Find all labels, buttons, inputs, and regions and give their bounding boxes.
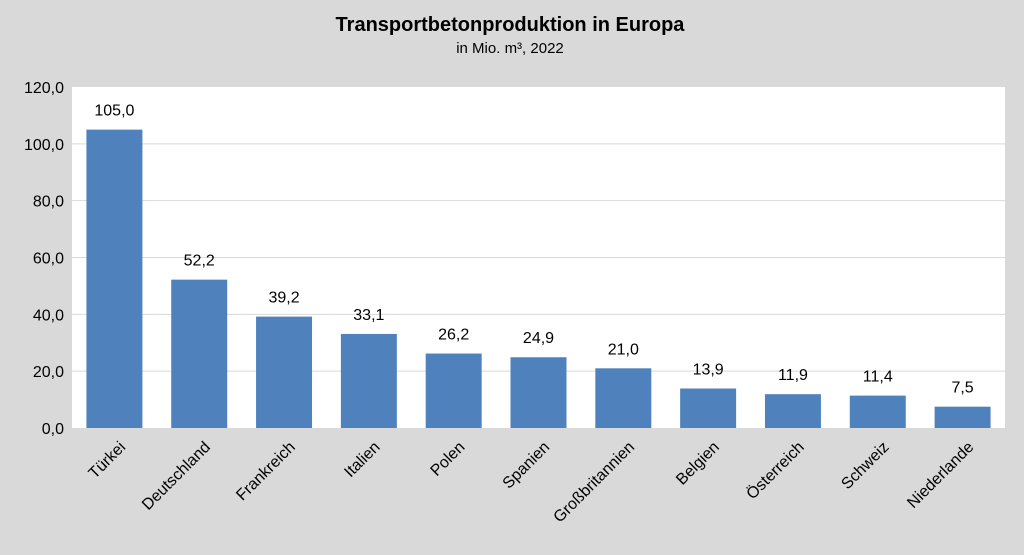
data-label: 33,1 — [353, 307, 384, 324]
data-label: 7,5 — [951, 380, 973, 397]
bar — [86, 129, 143, 428]
chart-subtitle: in Mio. m³, 2022 — [456, 40, 564, 57]
data-label: 11,9 — [778, 367, 808, 384]
y-tick-label: 40,0 — [33, 307, 64, 324]
x-tick-label: Schweiz — [838, 439, 892, 493]
y-tick-label: 20,0 — [33, 364, 64, 381]
bar — [256, 316, 313, 428]
y-tick-label: 0,0 — [42, 421, 64, 438]
y-tick-label: 100,0 — [24, 137, 64, 154]
x-tick-label: Niederlande — [904, 439, 977, 512]
x-tick-label: Frankreich — [233, 439, 298, 504]
data-label: 21,0 — [608, 341, 639, 358]
gridlines — [72, 143, 1005, 372]
bar — [425, 353, 482, 428]
bar — [764, 394, 821, 428]
y-tick-label: 120,0 — [24, 80, 64, 97]
data-label: 11,4 — [863, 369, 893, 386]
bar — [340, 333, 397, 428]
data-label: 105,0 — [94, 103, 134, 120]
data-label: 39,2 — [268, 290, 299, 307]
x-tick-label: Polen — [428, 439, 469, 480]
data-label: 24,9 — [523, 330, 554, 347]
y-tick-label: 60,0 — [33, 251, 64, 268]
chart-title: Transportbetonproduktion in Europa — [336, 14, 686, 36]
y-axis-ticks: 0,0 20,0 40,0 60,0 80,0 100,0 120,0 — [24, 80, 64, 438]
data-label: 26,2 — [438, 327, 469, 344]
x-tick-label: Belgien — [673, 439, 723, 489]
data-label: 13,9 — [693, 362, 724, 379]
y-tick-label: 80,0 — [33, 194, 64, 211]
bar — [595, 368, 652, 428]
bar — [680, 388, 737, 428]
x-tick-label: Spanien — [500, 439, 554, 493]
data-label: 52,2 — [184, 253, 215, 270]
x-tick-label: Italien — [341, 439, 383, 481]
bar — [849, 395, 906, 428]
data-labels: 105,0 52,2 39,2 33,1 26,2 24,9 21,0 13,9 11,9 11,… — [94, 103, 973, 397]
bar — [934, 406, 991, 428]
x-tick-label: Großbritannien — [551, 439, 638, 526]
x-tick-label: Deutschland — [139, 439, 214, 514]
bar — [510, 357, 567, 428]
x-tick-label: Österreich — [743, 438, 808, 503]
x-tick-label: Türkei — [86, 439, 129, 482]
bars — [86, 129, 991, 428]
x-axis-labels: Türkei Deutschland Frankreich Italien Polen S… — [86, 438, 978, 526]
bar — [171, 279, 228, 428]
